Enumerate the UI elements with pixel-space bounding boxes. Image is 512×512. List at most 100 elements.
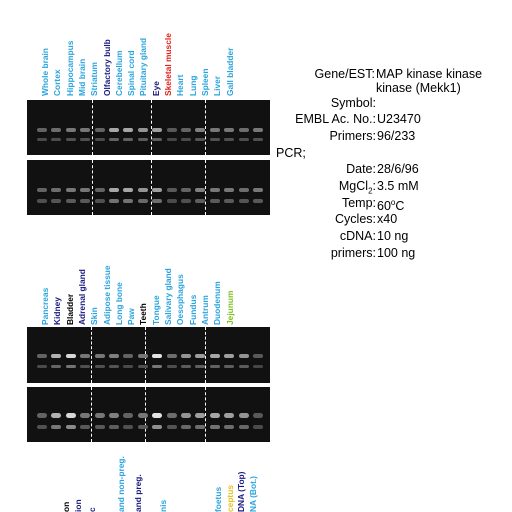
gel-band — [238, 354, 249, 358]
gel-band — [65, 354, 76, 358]
gel-band — [253, 188, 263, 192]
gel-band — [238, 413, 249, 418]
primers-value: 96/233 — [377, 129, 416, 143]
gel-band — [166, 199, 177, 203]
gel-band — [166, 128, 177, 132]
gene-est-value-line1: MAP kinase kinase — [376, 67, 483, 81]
gel-band — [253, 354, 263, 358]
gel-band — [51, 354, 62, 358]
lane-divider — [205, 160, 206, 215]
gel-band — [253, 365, 263, 368]
gel-band — [209, 425, 220, 429]
gel-band — [195, 199, 206, 203]
gel-band — [195, 128, 206, 132]
gel-band — [253, 425, 263, 429]
gel-band — [80, 199, 91, 203]
gel-band — [224, 199, 235, 203]
gel-band — [123, 365, 134, 368]
lane-divider — [151, 100, 152, 155]
gel-band — [224, 365, 235, 368]
gel-band — [37, 425, 47, 429]
gel-band — [253, 128, 263, 132]
gel-band — [181, 128, 191, 132]
gel-band — [238, 138, 249, 141]
gel-band — [238, 425, 249, 429]
gel-band — [37, 413, 47, 418]
gel-band — [224, 425, 235, 429]
gel-band — [181, 413, 191, 418]
gel-band — [137, 128, 148, 132]
gel-band — [137, 199, 148, 203]
embl-value: U23470 — [377, 112, 421, 126]
gel-band — [253, 413, 263, 418]
gel-band — [94, 138, 105, 141]
gel-band — [109, 138, 119, 141]
lane-divider — [205, 387, 206, 442]
gel-band — [94, 128, 105, 132]
gel-band — [181, 199, 191, 203]
top-gel-upper — [27, 100, 270, 155]
gel-band — [224, 138, 235, 141]
gel-band — [123, 199, 134, 203]
gel-band — [123, 138, 134, 141]
gel-band — [238, 128, 249, 132]
gel-band — [209, 128, 220, 132]
gel-band — [80, 425, 91, 429]
gel-band — [224, 354, 235, 358]
cycles-key: Cycles: — [335, 212, 376, 226]
gel-band — [123, 354, 134, 358]
gel-band — [80, 413, 91, 418]
gel-band — [137, 138, 148, 141]
gel-band — [152, 188, 163, 192]
gel-band — [152, 365, 163, 368]
gel-band — [152, 413, 163, 418]
top-gel-lower — [27, 160, 270, 215]
gel-band — [181, 188, 191, 192]
cdna-value: 10 ng — [377, 229, 409, 243]
gel-band — [109, 199, 119, 203]
gel-band — [195, 138, 206, 141]
gel-band — [195, 425, 206, 429]
lane-divider — [91, 387, 92, 442]
gel-band — [224, 413, 235, 418]
gel-band — [94, 354, 105, 358]
gel-band — [137, 188, 148, 192]
temp-value: 60oC — [377, 198, 405, 214]
gel-band — [238, 365, 249, 368]
gel-band — [166, 188, 177, 192]
gel-band — [123, 188, 134, 192]
gel-band — [37, 199, 47, 203]
gel-band — [37, 188, 47, 192]
gel-band — [137, 413, 148, 418]
gel-band — [51, 188, 62, 192]
gel-band — [51, 365, 62, 368]
gel-band — [181, 425, 191, 429]
embl-key: EMBL Ac. No.: — [295, 112, 376, 126]
gel-band — [166, 365, 177, 368]
gel-band — [94, 425, 105, 429]
gel-band — [209, 413, 220, 418]
gel-band — [195, 365, 206, 368]
gel-band — [137, 365, 148, 368]
gel-band — [137, 354, 148, 358]
gel-band — [166, 425, 177, 429]
gel-band — [152, 138, 163, 141]
gel-band — [123, 128, 134, 132]
gel-band — [37, 138, 47, 141]
gel-band — [224, 128, 235, 132]
gel-band — [80, 188, 91, 192]
gel-band — [209, 199, 220, 203]
gel-band — [51, 413, 62, 418]
lane-divider — [205, 327, 206, 383]
gel-band — [123, 425, 134, 429]
date-key: Date: — [346, 162, 376, 176]
gel-band — [51, 425, 62, 429]
gel-band — [209, 138, 220, 141]
gel-band — [80, 128, 91, 132]
gel-band — [65, 188, 76, 192]
gel-band — [238, 188, 249, 192]
gel-band — [65, 425, 76, 429]
gel-band — [181, 365, 191, 368]
gel-band — [238, 199, 249, 203]
